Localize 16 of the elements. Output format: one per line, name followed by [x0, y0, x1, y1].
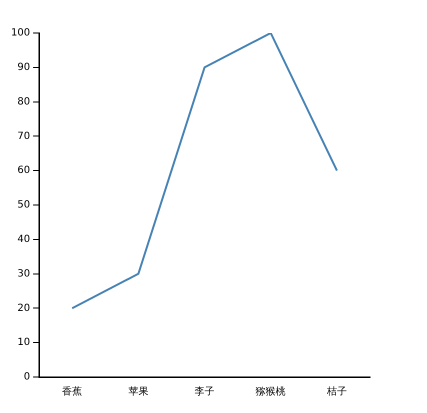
y-tick-label: 100	[10, 28, 30, 39]
y-tick-label: 30	[17, 268, 30, 280]
x-tick-label: 桔子	[326, 386, 347, 398]
y-tick-label: 10	[17, 337, 30, 348]
x-tick-label: 苹果	[128, 386, 148, 398]
x-tick-label: 李子	[194, 386, 215, 398]
y-tick-label: 50	[17, 200, 30, 211]
y-tick-label: 80	[17, 96, 30, 108]
y-tick-label: 0	[24, 372, 30, 383]
x-tick-label: 猕猴桃	[256, 386, 286, 398]
y-tick-label: 70	[17, 130, 30, 142]
y-tick-label: 40	[17, 234, 30, 245]
x-tick-label: 香蕉	[62, 386, 82, 398]
y-tick-label: 20	[17, 302, 30, 314]
y-tick-label: 60	[17, 165, 30, 176]
y-tick-label: 90	[17, 62, 30, 73]
